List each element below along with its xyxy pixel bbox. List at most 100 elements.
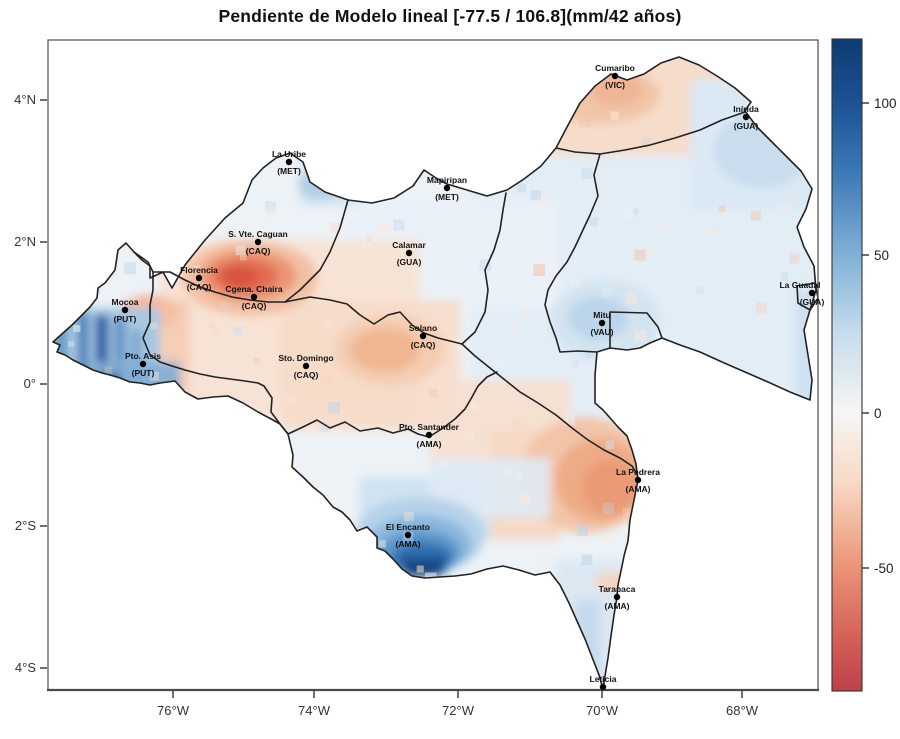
y-axis: 4°N 2°N 0° 2°S 4°S: [14, 92, 47, 675]
station-dot: [250, 293, 258, 301]
station-dot: [302, 362, 310, 370]
station-la-pedrera: La Pedrera (AMA): [616, 467, 660, 494]
station-dot: [121, 306, 129, 314]
station-name-label: Mapiripan: [427, 175, 467, 185]
station-el-encanto: El Encanto (AMA): [386, 522, 430, 549]
colorbar-gradient: [831, 38, 863, 692]
station-dept-label: (CAQ): [411, 340, 436, 350]
colorbar-tick-label: -50: [874, 561, 894, 576]
station-dot: [285, 158, 293, 166]
x-tick-label: 74°W: [298, 703, 331, 718]
x-tick-label: 70°W: [586, 703, 619, 718]
y-tick-label: 4°S: [15, 660, 36, 675]
department-boundary: [555, 111, 746, 155]
station-pto-asis: Pto. Asis (PUT): [125, 351, 161, 378]
department-boundary: [152, 271, 286, 303]
station-dept-label: (PUT): [114, 314, 137, 324]
station-dot: [404, 531, 412, 539]
station-dot: [742, 113, 750, 121]
station-leticia: Leticia: [590, 674, 617, 691]
station-dot: [254, 238, 262, 246]
station-calamar: Calamar (GUA): [392, 240, 426, 267]
station-dot: [613, 593, 621, 601]
station-name-label: Tarapaca: [599, 584, 636, 594]
department-boundary: [544, 153, 601, 353]
station-dept-label: (AMA): [625, 484, 650, 494]
station-name-label: Pto. Asis: [125, 351, 161, 361]
station-in-rida: Inírida (GUA): [733, 104, 759, 131]
station-dept-label: (GUA): [397, 257, 422, 267]
department-boundary: [609, 311, 663, 349]
station-cgena-chaira: Cgena. Chaira (CAQ): [225, 284, 282, 311]
station-mitu: Mitu (VAU): [591, 310, 614, 337]
y-tick-label: 2°N: [14, 234, 36, 249]
station-la-uribe: La Uribe (MET): [272, 149, 306, 176]
department-boundary: [461, 343, 638, 475]
colorbar: 100 50 0 -50: [831, 38, 897, 692]
colorbar-tick-label: 100: [874, 96, 897, 111]
station-cumaribo: Cumaribo (VIC): [595, 63, 635, 90]
station-tarapaca: Tarapaca (AMA): [599, 584, 636, 611]
station-dept-label: (AMA): [416, 439, 441, 449]
station-dot: [634, 476, 642, 484]
station-dept-label: (PUT): [132, 368, 155, 378]
station-name-label: Sto. Domingo: [278, 353, 333, 363]
station-name-label: Cgena. Chaira: [225, 284, 282, 294]
station-name-label: Cumaribo: [595, 63, 635, 73]
department-boundary: [284, 199, 349, 303]
station-name-label: Leticia: [590, 674, 617, 684]
station-dot: [419, 332, 427, 340]
figure-title: Pendiente de Modelo lineal [-77.5 / 106.…: [218, 6, 682, 26]
station-solano: Solano (CAQ): [409, 323, 437, 350]
station-dept-label: (MET): [435, 192, 459, 202]
colorbar-tick-label: 0: [874, 406, 882, 421]
colorbar-tick-label: 50: [874, 248, 889, 263]
station-dept-label: (AMA): [395, 539, 420, 549]
station-dept-label: (CAQ): [242, 301, 267, 311]
station-dot: [598, 319, 606, 327]
x-tick-label: 76°W: [157, 703, 190, 718]
station-name-label: Inírida: [733, 104, 759, 114]
station-dot: [808, 289, 816, 297]
department-boundary: [796, 282, 819, 311]
station-name-label: La Pedrera: [616, 467, 660, 477]
station-dept-label: (CAQ): [187, 282, 212, 292]
y-tick-label: 0°: [24, 376, 36, 391]
station-pto-santander: Pto. Santander (AMA): [399, 422, 460, 449]
station-dot: [611, 72, 619, 80]
station-dept-label: (VIC): [605, 80, 625, 90]
station-dot: [139, 360, 147, 368]
x-tick-label: 72°W: [442, 703, 475, 718]
department-boundary: [284, 296, 463, 345]
station-name-label: Mitu: [593, 310, 610, 320]
station-name-label: El Encanto: [386, 522, 430, 532]
station-s-vte-caguan: S. Vte. Caguan (CAQ): [228, 229, 288, 256]
department-boundary: [287, 371, 498, 438]
station-name-label: S. Vte. Caguan: [228, 229, 288, 239]
heat-blobs: [53, 57, 816, 689]
stations-layer: Cumaribo(VIC)Inírida(GUA)La Uribe(MET)Ma…: [112, 63, 825, 691]
station-name-label: Calamar: [392, 240, 426, 250]
station-name-label: Pto. Santander: [399, 422, 460, 432]
y-tick-label: 2°S: [15, 518, 36, 533]
station-name-label: La Uribe: [272, 149, 306, 159]
station-name-label: La Guadal: [779, 280, 820, 290]
x-tick-label: 68°W: [726, 703, 759, 718]
station-dot: [405, 249, 413, 257]
station-dept-label: (CAQ): [294, 370, 319, 380]
station-dept-label: (VAU): [591, 327, 614, 337]
station-dot: [425, 431, 433, 439]
y-tick-label: 4°N: [14, 92, 36, 107]
station-dot: [195, 274, 203, 282]
station-name-label: Solano: [409, 323, 437, 333]
station-mocoa: Mocoa (PUT): [112, 297, 139, 324]
station-florencia: Florencia (CAQ): [180, 265, 218, 292]
department-boundary: [142, 321, 289, 435]
department-boundary: [133, 251, 154, 323]
station-dept-label: (AMA): [604, 601, 629, 611]
station-dept-label: (GUA): [800, 297, 825, 307]
department-boundary: [461, 192, 507, 345]
station-dot: [443, 184, 451, 192]
